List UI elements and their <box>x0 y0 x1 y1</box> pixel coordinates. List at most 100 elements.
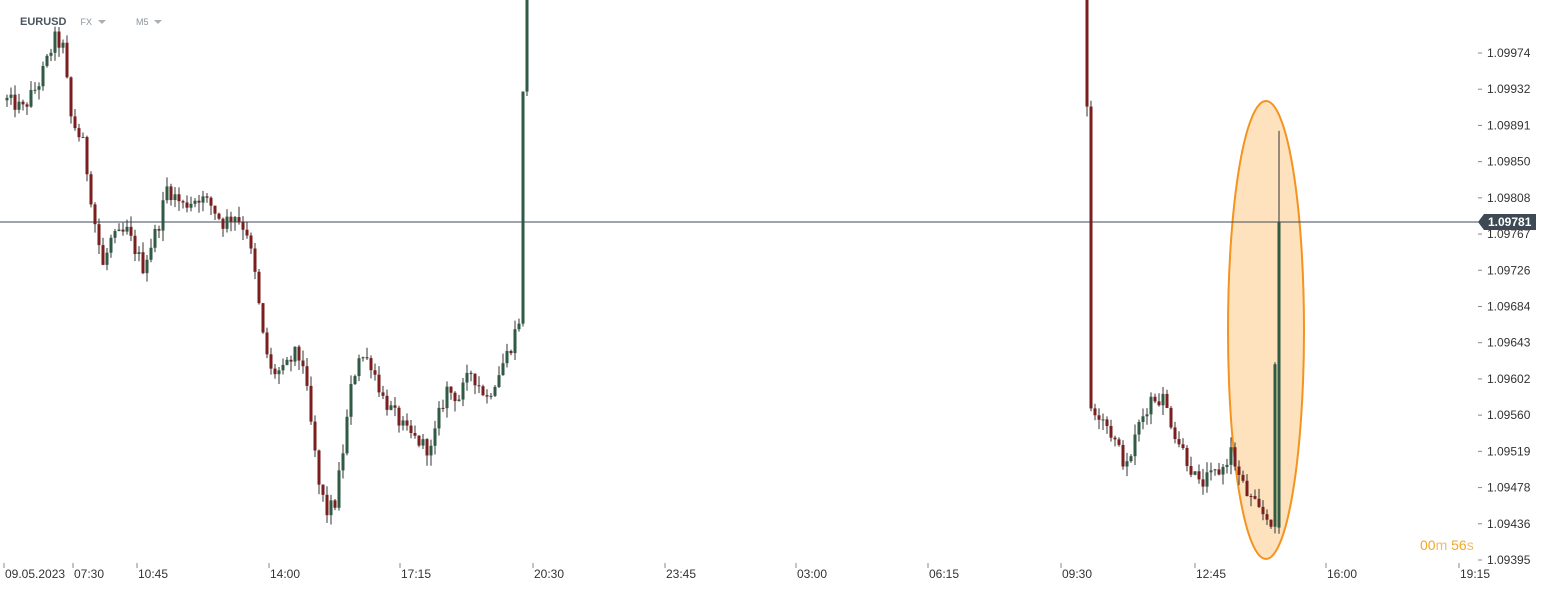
candle-body <box>461 382 465 400</box>
candle-body <box>1185 448 1189 466</box>
candle-body <box>293 346 297 362</box>
candle-body <box>1165 393 1169 408</box>
candle-body <box>121 229 125 232</box>
candle-body <box>457 399 461 402</box>
candle-body <box>361 357 365 359</box>
candle-body <box>349 384 353 417</box>
candle-body <box>273 368 277 375</box>
candle-body <box>1241 474 1245 481</box>
candle-body <box>1257 498 1261 507</box>
candle-body <box>1261 506 1265 515</box>
candle-body <box>377 374 381 393</box>
chart-header: EURUSD FX M5 <box>20 14 192 30</box>
candle-body <box>1213 469 1217 471</box>
candle-body <box>77 128 81 138</box>
candle-body <box>201 196 205 203</box>
candle-body <box>365 357 369 359</box>
y-tick-label: 1.09932 <box>1487 82 1531 96</box>
price-axis: 1.09974 1.09932 1.09891 1.09850 1.09808 1.097… <box>1478 46 1531 567</box>
candle-body <box>333 500 337 508</box>
y-tick-label: 1.09684 <box>1487 300 1531 314</box>
y-tick-label: 1.09808 <box>1487 191 1531 205</box>
candles-group <box>5 0 1281 534</box>
candle-body <box>113 231 117 238</box>
candle-body <box>405 420 409 426</box>
candle-body <box>157 229 161 231</box>
candle-body <box>341 453 345 471</box>
candle-body <box>1129 456 1133 462</box>
y-tick-label: 1.09560 <box>1487 408 1531 422</box>
candle-body <box>1085 0 1089 107</box>
candle-body <box>1189 465 1193 475</box>
candle-body <box>57 31 61 48</box>
candle-body <box>265 332 269 355</box>
candle-body <box>445 386 449 409</box>
candle-body <box>289 359 293 362</box>
candle-body <box>117 229 121 232</box>
candle-body <box>205 196 209 198</box>
timeframe-label: M5 <box>135 17 149 27</box>
candle-body <box>89 174 93 205</box>
candle-body <box>1145 414 1149 417</box>
candle-body <box>325 494 329 516</box>
candle-body <box>149 247 153 260</box>
candle-body <box>261 303 265 333</box>
countdown-seconds-unit: s <box>1466 537 1474 553</box>
candle-body <box>93 204 97 225</box>
candle-body <box>1277 222 1281 528</box>
candle-body <box>85 137 89 175</box>
candle-body <box>417 435 421 446</box>
candle-body <box>397 407 401 426</box>
candle-body <box>389 405 393 410</box>
candle-body <box>521 91 525 324</box>
market-selector[interactable]: FX <box>80 17 106 27</box>
candle-body <box>1217 469 1221 475</box>
candle-body <box>281 364 285 371</box>
candle-body <box>1121 444 1125 467</box>
candle-body <box>505 350 509 364</box>
countdown-minutes-unit: m <box>1435 537 1448 553</box>
candle-body <box>321 484 325 495</box>
candle-body <box>249 235 253 249</box>
chevron-down-icon <box>154 20 163 24</box>
candle-body <box>1089 106 1093 409</box>
candle-body <box>245 229 249 236</box>
candle-body <box>1141 416 1145 422</box>
current-price-tag-group: 1.09781 <box>1478 214 1536 230</box>
candle-body <box>213 205 217 214</box>
candle-body <box>1265 514 1269 520</box>
highlight-ellipse-group <box>1227 100 1305 560</box>
y-tick-label: 1.09519 <box>1487 444 1531 458</box>
candle-body <box>73 116 77 129</box>
candle-body <box>161 200 165 231</box>
candle-body <box>433 428 437 446</box>
candle-body <box>313 421 317 451</box>
candle-body <box>153 229 157 248</box>
symbol-label: EURUSD <box>20 16 67 28</box>
chevron-down-icon <box>97 20 106 24</box>
candle-body <box>109 237 113 253</box>
candle-body <box>101 245 105 265</box>
candle-body <box>297 346 301 361</box>
candle-body <box>413 433 417 436</box>
candle-body <box>373 370 377 375</box>
candle-body <box>421 439 425 446</box>
candle-body <box>33 89 37 91</box>
timeframe-selector[interactable]: M5 <box>136 17 163 27</box>
candle-body <box>485 395 489 397</box>
x-tick-label: 06:15 <box>929 567 959 581</box>
y-tick-label: 1.09974 <box>1487 46 1531 60</box>
candle-body <box>13 94 17 110</box>
candle-body <box>513 329 517 354</box>
candle-body <box>1237 466 1241 475</box>
candle-body <box>141 252 145 274</box>
candle-body <box>277 370 281 375</box>
candle-body <box>393 405 397 408</box>
candle-body <box>1233 447 1237 467</box>
candle-body <box>493 386 497 396</box>
candle-body <box>1137 421 1141 435</box>
candle-countdown: 00m 56s <box>1420 537 1474 553</box>
current-price-label: 1.09781 <box>1488 215 1532 229</box>
